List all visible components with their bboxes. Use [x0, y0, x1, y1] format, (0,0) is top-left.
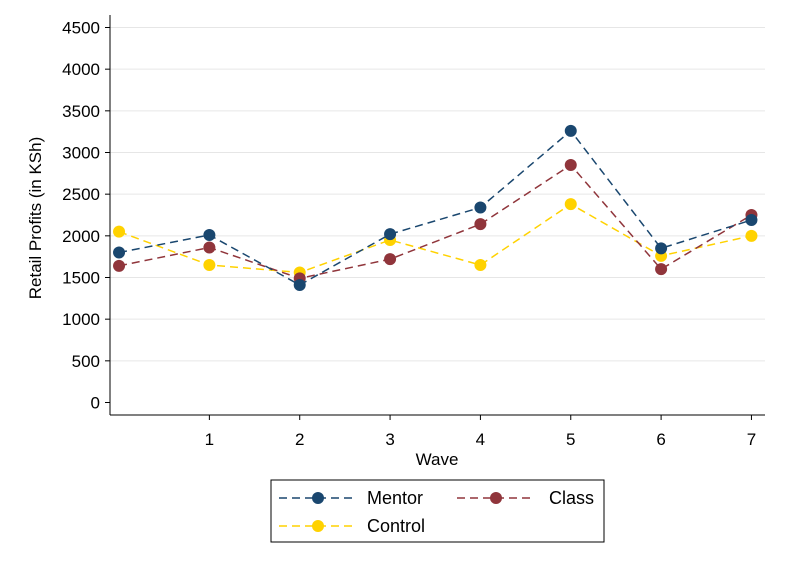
legend-box: [270, 479, 605, 543]
series-line-mentor: [118, 129, 752, 286]
x-tick-label: 6: [656, 430, 665, 449]
data-point-control: [474, 259, 487, 271]
legend-swatch-marker: [490, 492, 502, 504]
y-tick-label: 4000: [62, 60, 100, 79]
x-tick-label: 4: [476, 430, 485, 449]
data-point-mentor: [745, 214, 758, 226]
series-mentor: [113, 124, 758, 291]
x-tick-label: 3: [385, 430, 394, 449]
data-point-class: [474, 218, 487, 231]
y-axis-title: Retail Profits (in KSh): [26, 137, 45, 300]
legend-label: Class: [549, 488, 594, 508]
series-line-class: [118, 164, 752, 280]
legend: Mentor Class Control: [270, 479, 605, 543]
series-line-control: [118, 203, 752, 274]
data-point-mentor: [655, 242, 668, 255]
data-point-mentor: [564, 124, 577, 137]
data-point-mentor: [384, 228, 397, 241]
grid-layer: [110, 27, 765, 362]
data-point-control: [745, 229, 758, 242]
data-point-mentor: [113, 246, 126, 259]
data-point-class: [113, 259, 126, 272]
axes-layer: 0 500 1000 1500 2000 2500 3000 3500 4000 4500 1 2 3 4…: [62, 15, 765, 449]
y-tick-label: 2000: [62, 227, 100, 246]
series-layer: [113, 124, 758, 291]
x-tick-label: 2: [295, 430, 304, 449]
y-tick-label: 2500: [62, 185, 100, 204]
y-tick-label: 3000: [62, 144, 100, 163]
y-tick-label: 0: [91, 394, 100, 413]
x-tick-label: 5: [566, 430, 575, 449]
data-point-class: [384, 253, 397, 266]
data-point-mentor: [293, 279, 306, 291]
legend-item-control: Control: [279, 516, 425, 536]
data-point-class: [203, 241, 216, 254]
y-tick-label: 500: [72, 352, 100, 371]
y-tick-label: 4500: [62, 19, 100, 38]
data-point-class: [655, 263, 668, 276]
data-point-mentor: [203, 229, 216, 241]
x-tick-label: 7: [747, 430, 756, 449]
data-point-control: [203, 259, 216, 271]
legend-label: Control: [367, 516, 425, 536]
legend-item-mentor: Mentor: [279, 488, 423, 508]
data-point-class: [564, 159, 577, 171]
data-point-mentor: [474, 201, 487, 214]
y-tick-label: 1500: [62, 269, 100, 288]
data-point-control: [564, 198, 577, 211]
legend-label: Mentor: [367, 488, 423, 508]
legend-swatch-marker: [312, 520, 324, 532]
data-point-control: [113, 225, 126, 238]
x-tick-label: 1: [205, 430, 214, 449]
legend-item-class: Class: [457, 488, 594, 508]
x-axis-title: Wave: [416, 450, 459, 469]
y-tick-label: 3500: [62, 102, 100, 121]
y-tick-label: 1000: [62, 310, 100, 329]
legend-swatch-marker: [312, 492, 324, 504]
